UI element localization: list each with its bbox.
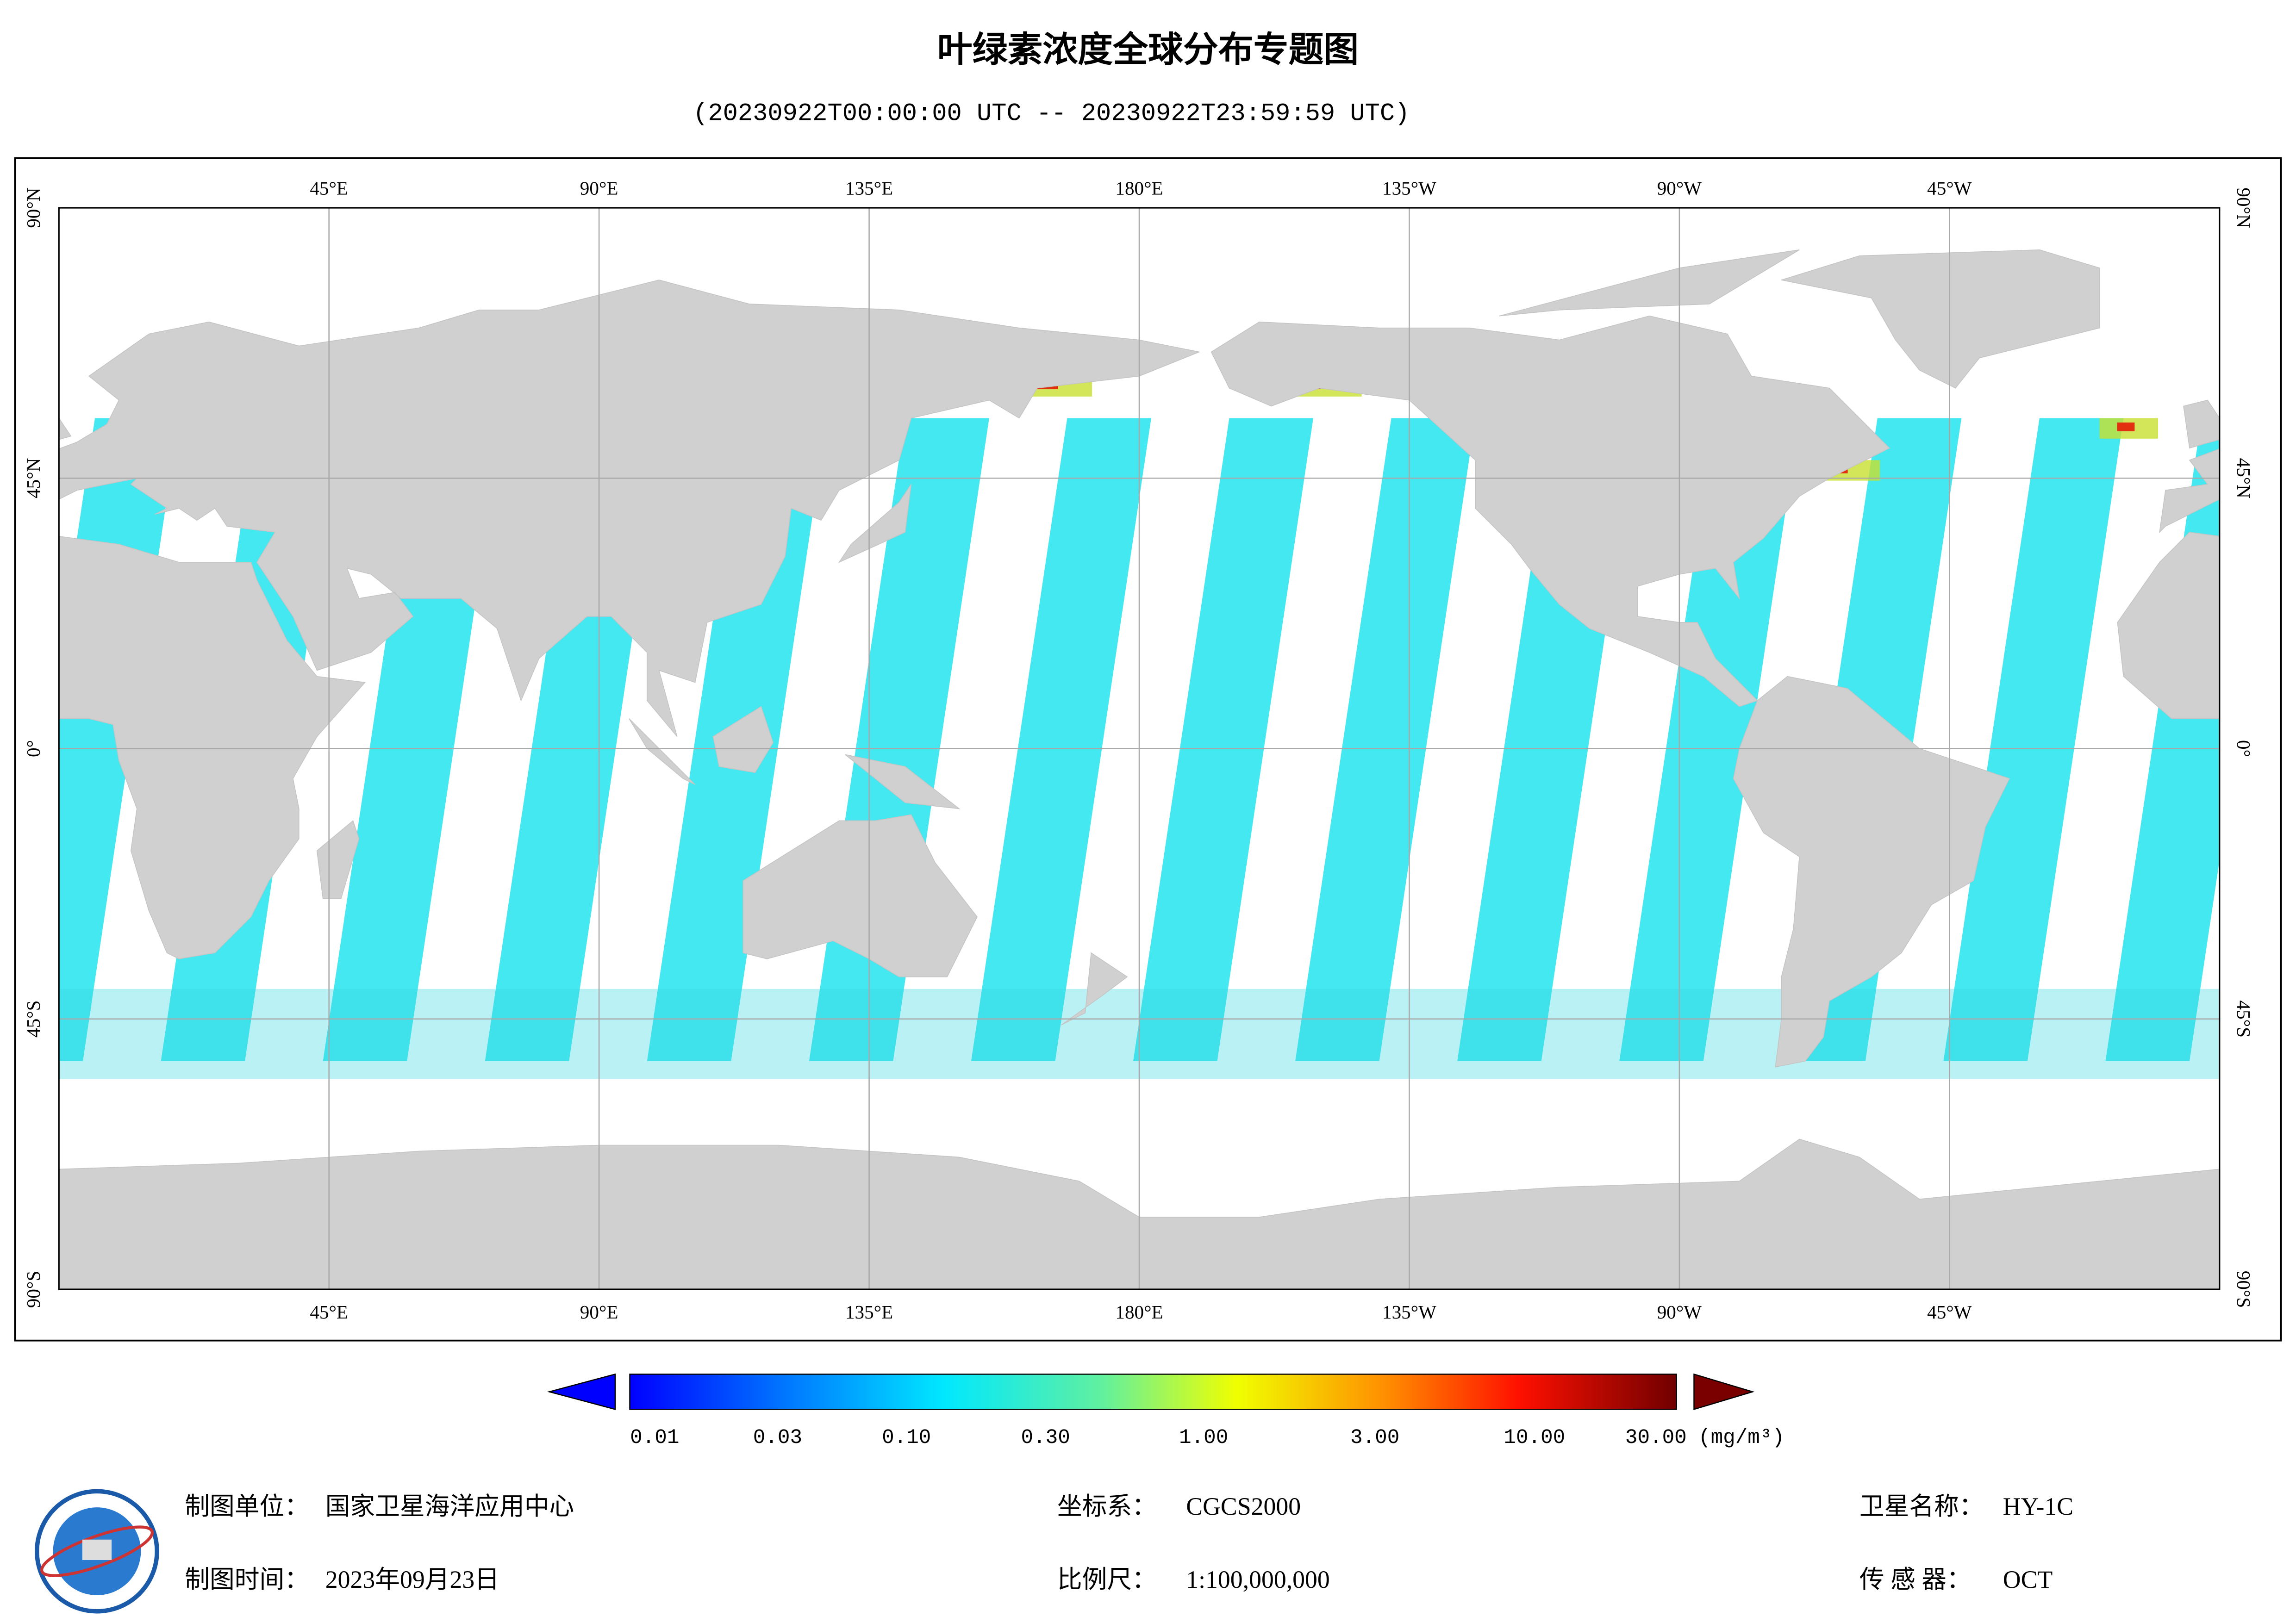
unit-label: 制图单位： — [185, 1492, 309, 1520]
colorbar-low-arrow — [547, 1373, 616, 1410]
colorbar-label: 1.00 — [1179, 1426, 1228, 1449]
scale-value: 1:100,000,000 — [1186, 1566, 1330, 1593]
lon-label-top: 45°W — [1927, 178, 1972, 199]
land-mass — [59, 535, 366, 959]
title: 叶绿素浓度全球分布专题图 — [937, 29, 1359, 70]
colorbar-unit: (mg/m³) — [1698, 1426, 1784, 1449]
lat-label-right: 90°N — [2233, 187, 2254, 228]
map-border — [58, 207, 2221, 1290]
lon-label-bottom: 90°W — [1657, 1301, 1702, 1323]
lon-label-bottom: 90°E — [580, 1301, 618, 1323]
unit-value: 国家卫星海洋应用中心 — [325, 1492, 574, 1520]
subtitle: (20230922T00:00:00 UTC -- 20230922T23:59… — [693, 99, 1410, 128]
colorbar-label: 0.30 — [1021, 1426, 1070, 1449]
colorbar-label: 30.00 — [1625, 1426, 1687, 1449]
lat-label-left: 45°N — [23, 458, 44, 498]
lon-label-top: 180°E — [1115, 178, 1163, 199]
lon-label-top: 45°E — [310, 178, 348, 199]
land-mass — [712, 706, 774, 773]
lat-label-left: 0° — [23, 740, 44, 757]
land-mass — [845, 754, 961, 809]
land-mass — [59, 417, 72, 440]
lon-label-top: 90°E — [580, 178, 618, 199]
swath — [1619, 418, 1800, 1061]
satellite-value: HY-1C — [2003, 1492, 2073, 1520]
land-mass — [316, 820, 360, 899]
crs-label: 坐标系： — [1057, 1492, 1157, 1520]
swath — [1943, 418, 2124, 1061]
lon-label-bottom: 135°E — [845, 1301, 893, 1323]
swath — [1295, 418, 1476, 1061]
land-mass — [1499, 249, 1800, 317]
lon-label-top: 135°W — [1382, 178, 1436, 199]
sensor-value: OCT — [2003, 1566, 2053, 1593]
swath — [971, 418, 1151, 1061]
swath — [1133, 418, 1314, 1061]
land-mass — [838, 484, 912, 563]
graticule — [59, 208, 2220, 1289]
lon-label-bottom: 45°W — [1927, 1301, 1972, 1323]
land-mass — [2219, 1169, 2220, 1289]
colorbar-label: 0.10 — [882, 1426, 931, 1449]
lat-label-left: 90°S — [23, 1271, 44, 1308]
colorbar-label: 0.01 — [630, 1426, 679, 1449]
colorbar-high-arrow — [1693, 1373, 1755, 1411]
lat-label-right: 90°S — [2233, 1271, 2254, 1308]
land-mass — [742, 814, 978, 977]
land-mass — [1781, 249, 2100, 389]
lat-label-right: 45°N — [2233, 458, 2254, 498]
lon-label-bottom: 45°E — [310, 1301, 348, 1323]
lon-label-top: 135°E — [845, 178, 893, 199]
lat-label-right: 45°S — [2233, 1001, 2254, 1038]
lon-label-top: 90°W — [1657, 178, 1702, 199]
crs-value: CGCS2000 — [1186, 1492, 1301, 1520]
land-mass — [1061, 952, 1128, 1026]
date-label: 制图时间： — [185, 1566, 309, 1593]
lat-label-left: 45°S — [23, 1001, 44, 1038]
map-frame — [14, 157, 2282, 1342]
logo — [35, 1489, 159, 1614]
colorbar — [629, 1374, 1677, 1410]
coastal-patch — [2117, 422, 2135, 431]
satellite-label: 卫星名称： — [1859, 1492, 1984, 1520]
scale-label: 比例尺： — [1057, 1566, 1157, 1593]
land-mass — [2117, 532, 2220, 719]
land-mass — [59, 280, 1201, 737]
map-area — [59, 208, 2220, 1289]
sensor-label: 传 感 器： — [1859, 1566, 1972, 1593]
date-value: 2023年09月23日 — [325, 1566, 499, 1593]
colorbar-label: 0.03 — [753, 1426, 802, 1449]
land-mass — [2183, 399, 2220, 449]
colorbar-label: 3.00 — [1350, 1426, 1399, 1449]
lat-label-left: 90°N — [23, 187, 44, 228]
colorbar-label: 10.00 — [1504, 1426, 1565, 1449]
land-mass — [1210, 315, 1890, 707]
lon-label-bottom: 180°E — [1115, 1301, 1163, 1323]
lon-label-bottom: 135°W — [1382, 1301, 1436, 1323]
land-mass — [629, 718, 696, 785]
land-mass — [2159, 448, 2220, 534]
lat-label-right: 0° — [2233, 740, 2254, 757]
